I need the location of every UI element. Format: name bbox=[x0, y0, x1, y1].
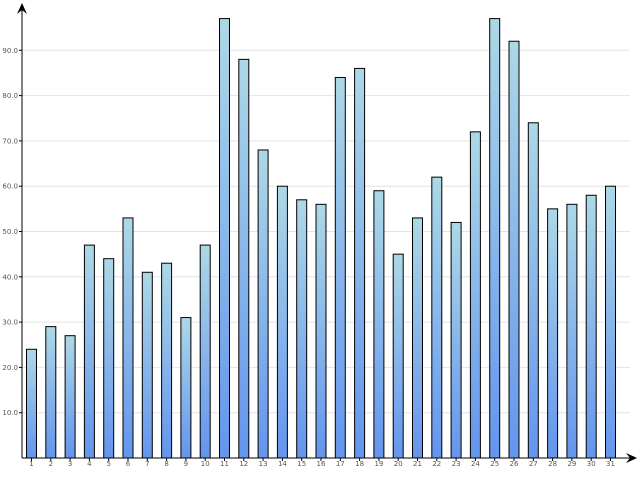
bar bbox=[83, 244, 95, 459]
x-tick-label: 17 bbox=[336, 460, 345, 468]
x-tick-label: 26 bbox=[510, 460, 519, 468]
bar bbox=[412, 217, 423, 459]
x-tick-label: 9 bbox=[184, 460, 188, 468]
y-tick-label: 80.0 bbox=[2, 92, 18, 100]
x-tick-label: 30 bbox=[587, 460, 596, 468]
x-tick-label: 25 bbox=[490, 460, 499, 468]
bar bbox=[431, 176, 443, 459]
x-tick-label: 16 bbox=[317, 460, 326, 468]
x-tick-label: 5 bbox=[106, 460, 110, 468]
bar bbox=[566, 203, 578, 459]
bar bbox=[122, 217, 134, 459]
x-axis-arrow-icon bbox=[626, 453, 637, 463]
x-tick-label: 31 bbox=[606, 460, 615, 468]
bar bbox=[219, 18, 230, 459]
x-tick-label: 7 bbox=[145, 460, 149, 468]
bar bbox=[64, 335, 76, 459]
x-tick-label: 8 bbox=[164, 460, 168, 468]
x-tick-label: 1 bbox=[29, 460, 33, 468]
x-tick-label: 29 bbox=[567, 460, 576, 468]
x-tick-label: 6 bbox=[126, 460, 131, 468]
x-tick-label: 24 bbox=[471, 460, 480, 468]
x-tick-label: 23 bbox=[452, 460, 461, 468]
x-tick-label: 11 bbox=[220, 460, 229, 468]
bar bbox=[354, 67, 366, 459]
y-tick-label: 40.0 bbox=[2, 273, 18, 281]
bar bbox=[161, 262, 173, 459]
bar bbox=[103, 258, 115, 459]
x-tick-label: 27 bbox=[529, 460, 538, 468]
bar bbox=[585, 194, 597, 459]
y-tick-label: 60.0 bbox=[2, 183, 18, 191]
x-tick-label: 18 bbox=[355, 460, 364, 468]
bar bbox=[450, 221, 462, 459]
bar bbox=[45, 326, 57, 459]
bar bbox=[334, 76, 346, 459]
bar bbox=[257, 149, 269, 459]
x-tick-label: 19 bbox=[374, 460, 383, 468]
bar bbox=[527, 122, 539, 459]
bar bbox=[392, 253, 404, 459]
y-tick-label: 50.0 bbox=[2, 228, 18, 236]
bar bbox=[180, 317, 192, 459]
bar bbox=[469, 131, 481, 459]
x-tick-label: 21 bbox=[413, 460, 422, 468]
bar bbox=[296, 199, 308, 459]
x-tick-label: 4 bbox=[87, 460, 92, 468]
bars bbox=[26, 18, 616, 459]
x-tick-label: 10 bbox=[201, 460, 210, 468]
y-tick-label: 30.0 bbox=[2, 319, 18, 327]
x-tick-label: 13 bbox=[259, 460, 268, 468]
y-tick-label: 20.0 bbox=[2, 364, 18, 372]
bar bbox=[276, 185, 288, 459]
y-tick-label: 90.0 bbox=[2, 47, 18, 55]
x-tick-label: 22 bbox=[432, 460, 441, 468]
bar bbox=[199, 244, 211, 459]
bar bbox=[489, 18, 501, 459]
bar bbox=[238, 58, 250, 459]
bar bbox=[315, 203, 327, 459]
bar bbox=[26, 348, 37, 459]
y-tick-label: 10.0 bbox=[2, 409, 18, 417]
bar bbox=[508, 40, 520, 459]
x-tick-label: 2 bbox=[49, 460, 53, 468]
y-tick-label: 70.0 bbox=[2, 137, 18, 145]
x-tick-label: 12 bbox=[239, 460, 248, 468]
x-tick-label: 15 bbox=[297, 460, 306, 468]
x-tick-labels: 1 2 3 4 5 6 7 8 9 10 11 12 13 14 15 16 17 18 19 20 21 22 23 24 2… bbox=[29, 458, 615, 468]
x-tick-label: 28 bbox=[548, 460, 557, 468]
bar bbox=[547, 208, 559, 459]
x-tick-label: 20 bbox=[394, 460, 403, 468]
bar bbox=[373, 190, 385, 459]
bar bbox=[141, 271, 153, 459]
x-tick-label: 3 bbox=[68, 460, 72, 468]
y-tick-labels: 10.0 20.0 30.0 40.0 50.0 60.0 70.0 80.0 90.0 bbox=[2, 47, 22, 417]
bar bbox=[605, 185, 616, 459]
x-tick-label: 14 bbox=[278, 460, 287, 468]
y-axis-arrow-icon bbox=[17, 3, 27, 14]
